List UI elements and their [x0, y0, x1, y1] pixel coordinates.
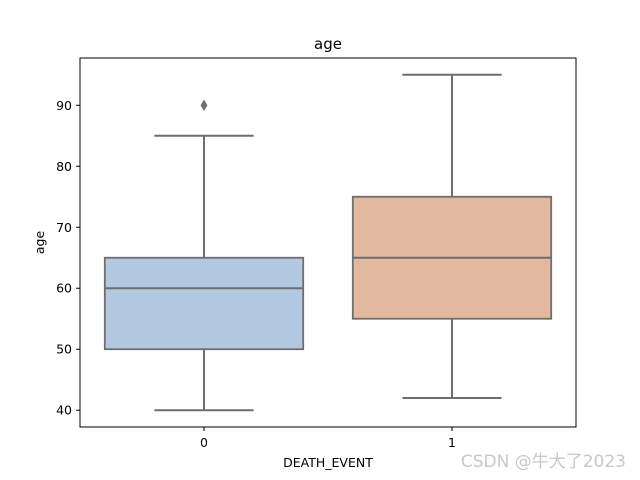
y-tick-label: 70	[56, 220, 72, 235]
outlier-point	[200, 99, 208, 112]
watermark: CSDN @牛大了2023	[460, 452, 626, 472]
y-tick-label: 90	[56, 98, 72, 113]
x-tick-label: 1	[448, 435, 456, 450]
chart-title: age	[314, 35, 342, 53]
plot-frame	[79, 57, 577, 428]
y-tick-label: 50	[56, 342, 72, 357]
x-axis-label: DEATH_EVENT	[283, 455, 373, 470]
x-tick-label: 0	[200, 435, 208, 450]
y-tick-label: 40	[56, 403, 72, 418]
box-0	[103, 256, 305, 351]
plot-area: 40 50 60 70 80 90 0 1	[56, 57, 577, 450]
y-axis-label: age	[32, 231, 47, 255]
y-tick-label: 80	[56, 159, 72, 174]
y-tick-label: 60	[56, 281, 72, 296]
